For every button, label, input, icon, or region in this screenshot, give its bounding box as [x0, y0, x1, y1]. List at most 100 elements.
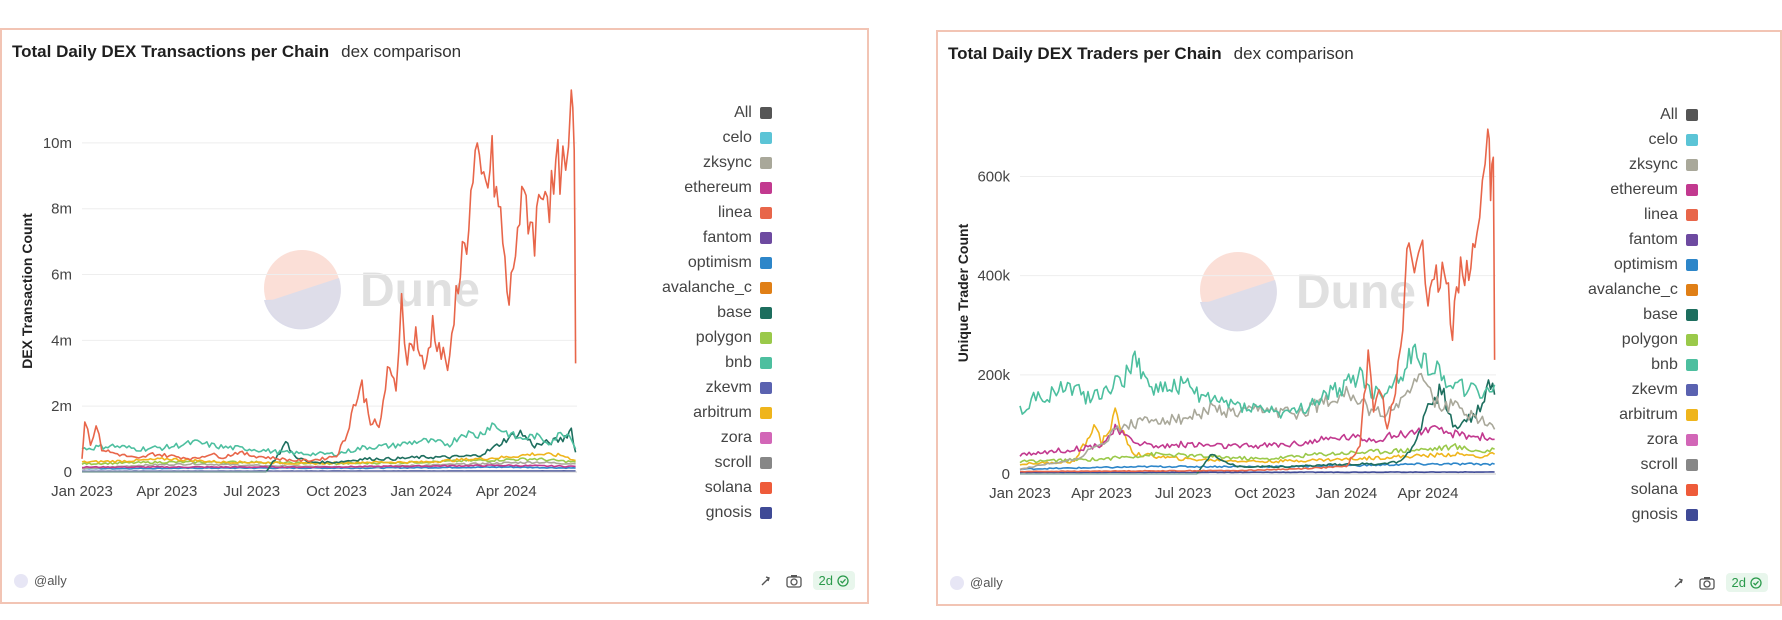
legend-swatch: [759, 156, 772, 169]
freshness-age: 2d: [818, 573, 833, 588]
refresh-icon[interactable]: [1670, 574, 1688, 592]
footer-actions: 2d: [757, 571, 855, 590]
legend-item-fantom[interactable]: fantom: [662, 225, 772, 250]
legend-label: base: [1643, 305, 1678, 323]
y-tick-label: 2m: [51, 398, 72, 415]
legend-item-base[interactable]: base: [1588, 302, 1698, 327]
legend-item-avalanche_c[interactable]: avalanche_c: [1588, 277, 1698, 302]
legend-item-solana[interactable]: solana: [1588, 477, 1698, 502]
x-tick-label: Jul 2023: [223, 483, 280, 500]
legend-item-optimism[interactable]: optimism: [1588, 252, 1698, 277]
x-tick-label: Oct 2023: [1234, 485, 1295, 502]
legend-item-All[interactable]: All: [662, 100, 772, 125]
legend-swatch: [1685, 433, 1698, 446]
legend-swatch: [759, 206, 772, 219]
legend-label: celo: [1648, 130, 1678, 148]
y-tick-label: 8m: [51, 201, 72, 218]
freshness-age: 2d: [1731, 575, 1746, 590]
legend-item-arbitrum[interactable]: arbitrum: [662, 400, 772, 425]
legend-swatch: [759, 106, 772, 119]
legend-item-zksync[interactable]: zksync: [662, 150, 772, 175]
legend-item-base[interactable]: base: [662, 300, 772, 325]
legend-item-scroll[interactable]: scroll: [1588, 452, 1698, 477]
legend-item-bnb[interactable]: bnb: [662, 350, 772, 375]
legend-item-avalanche_c[interactable]: avalanche_c: [662, 275, 772, 300]
camera-icon[interactable]: [1698, 574, 1716, 592]
legend-item-zora[interactable]: zora: [662, 425, 772, 450]
camera-icon[interactable]: [785, 572, 803, 590]
legend-item-scroll[interactable]: scroll: [662, 450, 772, 475]
footer-author[interactable]: @ally: [950, 575, 1003, 590]
legend-swatch: [1685, 158, 1698, 171]
freshness-badge[interactable]: 2d: [1725, 573, 1768, 592]
legend-swatch: [759, 406, 772, 419]
legend-label: linea: [718, 203, 752, 221]
legend-swatch: [759, 306, 772, 319]
legend-label: solana: [1630, 480, 1678, 498]
legend-swatch: [1685, 358, 1698, 371]
legend-item-linea[interactable]: linea: [662, 200, 772, 225]
legend-item-gnosis[interactable]: gnosis: [662, 500, 772, 525]
series-line-polygon: [81, 457, 576, 466]
legend-item-zkevm[interactable]: zkevm: [662, 375, 772, 400]
chart-subtitle: dex comparison: [1233, 44, 1354, 63]
legend-swatch: [759, 381, 772, 394]
footer-author[interactable]: @ally: [14, 573, 67, 588]
watermark-text: Dune: [1296, 266, 1416, 319]
legend-label: polygon: [695, 328, 752, 346]
legend-label: zora: [1646, 430, 1678, 448]
chart-plot-transactions: Dune 0 2m 4m 6m 8m 10m DEX Transaction Count Jan…: [19, 89, 577, 500]
legend-label: ethereum: [1610, 180, 1678, 198]
legend-item-solana[interactable]: solana: [662, 475, 772, 500]
legend-item-ethereum[interactable]: ethereum: [1588, 177, 1698, 202]
legend-item-zkevm[interactable]: zkevm: [1588, 377, 1698, 402]
legend-item-polygon[interactable]: polygon: [1588, 327, 1698, 352]
legend-item-optimism[interactable]: optimism: [662, 250, 772, 275]
legend-item-celo[interactable]: celo: [662, 125, 772, 150]
legend-label: polygon: [1621, 330, 1678, 348]
legend-swatch: [759, 356, 772, 369]
chart-legend: All celo zksync ethereum linea fantom optimism…: [1588, 102, 1698, 527]
legend-label: zksync: [1628, 155, 1678, 173]
legend-label: arbitrum: [1619, 405, 1678, 423]
x-tick-label: Jul 2023: [1155, 485, 1212, 502]
legend-item-All[interactable]: All: [1588, 102, 1698, 127]
legend-item-fantom[interactable]: fantom: [1588, 227, 1698, 252]
legend-item-bnb[interactable]: bnb: [1588, 352, 1698, 377]
legend-label: avalanche_c: [662, 278, 752, 296]
series-line-gnosis: [1019, 471, 1495, 474]
watermark-text: Dune: [360, 264, 480, 317]
legend-swatch: [1685, 508, 1698, 521]
freshness-badge[interactable]: 2d: [812, 571, 855, 590]
legend-label: fantom: [1628, 230, 1678, 248]
legend-swatch: [759, 281, 772, 294]
legend-label: All: [734, 103, 752, 121]
chart-title: Total Daily DEX Traders per Chain: [948, 44, 1222, 63]
y-tick-label: 10m: [43, 135, 72, 152]
legend-item-celo[interactable]: celo: [1588, 127, 1698, 152]
dune-watermark: Dune: [1200, 252, 1416, 332]
legend-item-ethereum[interactable]: ethereum: [662, 175, 772, 200]
x-tick-label: Jan 2023: [51, 483, 113, 500]
legend-item-linea[interactable]: linea: [1588, 202, 1698, 227]
legend-item-zksync[interactable]: zksync: [1588, 152, 1698, 177]
legend-label: zkevm: [1631, 380, 1678, 398]
legend-swatch: [1685, 383, 1698, 396]
refresh-icon[interactable]: [757, 572, 775, 590]
y-axis-title: Unique Trader Count: [955, 223, 971, 362]
legend-item-polygon[interactable]: polygon: [662, 325, 772, 350]
legend-item-arbitrum[interactable]: arbitrum: [1588, 402, 1698, 427]
x-tick-label: Jan 2023: [989, 485, 1051, 502]
legend-item-gnosis[interactable]: gnosis: [1588, 502, 1698, 527]
legend-swatch: [759, 256, 772, 269]
legend-label: zksync: [702, 153, 752, 171]
legend-swatch: [759, 231, 772, 244]
legend-label: base: [717, 303, 752, 321]
legend-swatch: [1685, 408, 1698, 421]
legend-label: zora: [720, 428, 752, 446]
y-axis-title: DEX Transaction Count: [19, 213, 35, 369]
legend-item-zora[interactable]: zora: [1588, 427, 1698, 452]
x-tick-label: Oct 2023: [306, 483, 367, 500]
avatar: [14, 573, 28, 588]
legend-label: All: [1660, 105, 1678, 123]
